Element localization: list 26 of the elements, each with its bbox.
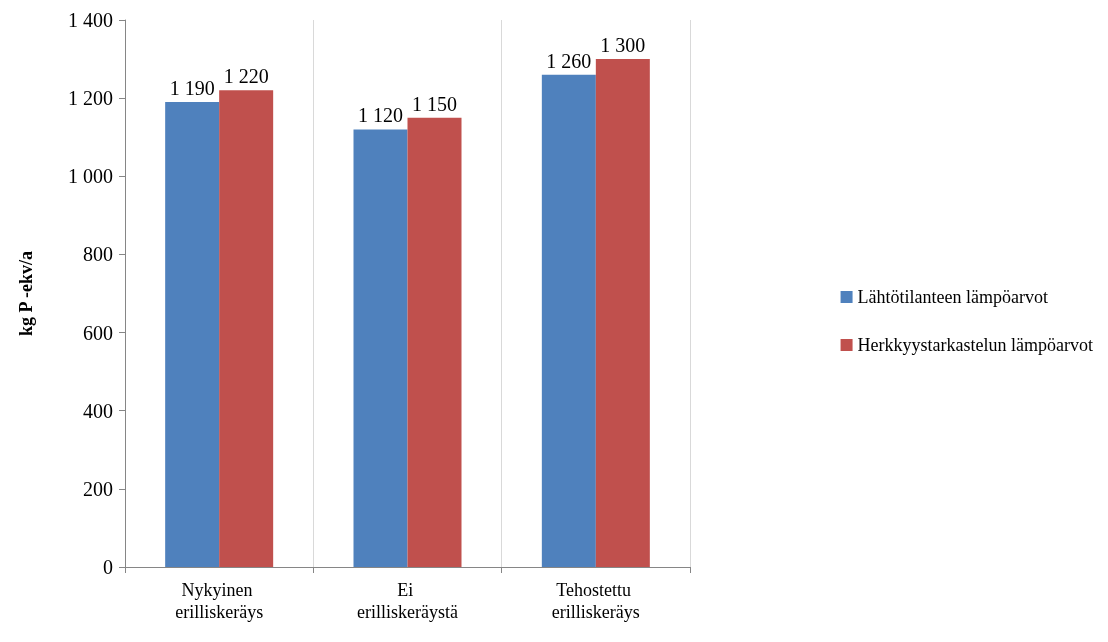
data-label: 1 220 xyxy=(223,65,269,88)
x-tick-label: Nykyinen erilliskeräys xyxy=(175,580,264,622)
bar xyxy=(407,117,462,567)
y-tick-label: 1 400 xyxy=(68,9,113,31)
y-tick-label: 400 xyxy=(83,399,113,422)
y-axis-title: kg P -ekv/a xyxy=(16,250,36,337)
bar xyxy=(595,59,650,567)
data-label: 1 190 xyxy=(169,77,215,100)
data-label: 1 120 xyxy=(358,104,403,127)
bar xyxy=(541,74,596,567)
x-tick-label: Tehostettu erilliskeräys xyxy=(551,580,640,622)
data-label: 1 300 xyxy=(600,34,646,57)
y-tick-label: 600 xyxy=(83,321,113,344)
y-tick-label: 800 xyxy=(83,243,113,266)
legend-label: Lähtötilanteen lämpöarvot xyxy=(857,287,1048,307)
bar xyxy=(219,90,274,567)
y-tick-label: 1 200 xyxy=(68,87,113,110)
bar xyxy=(165,102,220,567)
y-tick-label: 1 000 xyxy=(68,165,113,188)
data-label: 1 150 xyxy=(412,92,457,115)
y-tick-label: 200 xyxy=(83,477,113,500)
y-tick-label: 0 xyxy=(103,556,113,578)
x-tick-label: Ei erilliskeräystä xyxy=(357,580,458,622)
bar xyxy=(353,129,408,567)
data-label: 1 260 xyxy=(546,49,592,72)
legend-label: Herkkyystarkastelun lämpöarvot xyxy=(857,335,1093,355)
